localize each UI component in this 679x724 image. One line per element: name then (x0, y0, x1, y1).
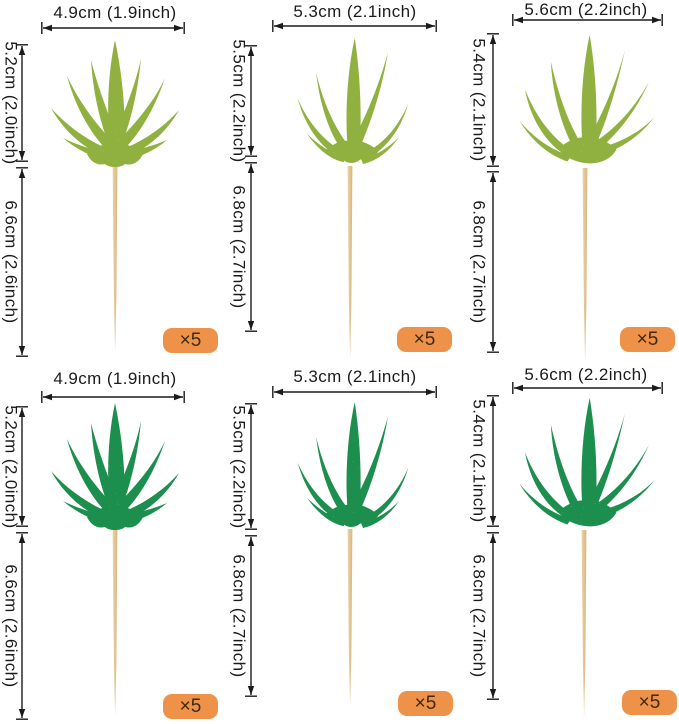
palm-leaf-dark-green (51, 403, 179, 530)
palm-leaf-dark-green (519, 397, 655, 527)
toothpick-stick (582, 168, 588, 362)
leaf-height-arrow (16, 44, 28, 162)
quantity-badge: ×5 (620, 327, 675, 352)
leaf-height-arrow (16, 406, 28, 527)
leaf-height-arrow (245, 403, 257, 530)
leaf-height-arrow (487, 33, 499, 167)
stick-height-arrow (487, 171, 499, 353)
width-dimension-label: 5.6cm (2.2inch) (524, 0, 648, 19)
width-dimension-label: 4.9cm (1.9inch) (53, 3, 177, 22)
width-dimension-label: 5.6cm (2.2inch) (524, 365, 648, 384)
quantity-badge: ×5 (163, 328, 218, 353)
palm-leaf-light-green (297, 37, 409, 164)
stick-height-arrow (16, 167, 28, 357)
width-dimension-arrow (272, 20, 437, 32)
quantity-badge: ×5 (398, 691, 453, 716)
width-dimension-arrow (41, 391, 185, 403)
quantity-badge: ×5 (397, 327, 452, 352)
palm-leaf-light-green (519, 34, 655, 164)
leaf-height-arrow (245, 45, 257, 157)
width-dimension-arrow (41, 22, 185, 34)
toothpick-stick (112, 163, 118, 352)
width-dimension-arrow (272, 386, 437, 398)
width-dimension-label: 4.9cm (1.9inch) (53, 369, 177, 388)
toothpick-stick (347, 166, 353, 360)
toothpick-stick (581, 530, 587, 717)
palm-leaf-dark-green (297, 401, 409, 528)
width-dimension-label: 5.3cm (2.1inch) (293, 2, 417, 21)
quantity-badge: ×5 (163, 694, 218, 719)
toothpick-stick (112, 526, 118, 717)
stick-height-arrow (16, 532, 28, 720)
width-dimension-arrow (512, 14, 663, 26)
toothpick-stick (347, 529, 353, 706)
width-dimension-arrow (512, 382, 663, 394)
leaf-height-arrow (487, 395, 499, 527)
palm-leaf-light-green (51, 40, 179, 167)
stick-height-arrow (245, 162, 257, 332)
stick-height-arrow (245, 535, 257, 697)
stick-height-arrow (487, 532, 499, 700)
quantity-badge: ×5 (622, 690, 677, 715)
width-dimension-label: 5.3cm (2.1inch) (293, 367, 417, 386)
